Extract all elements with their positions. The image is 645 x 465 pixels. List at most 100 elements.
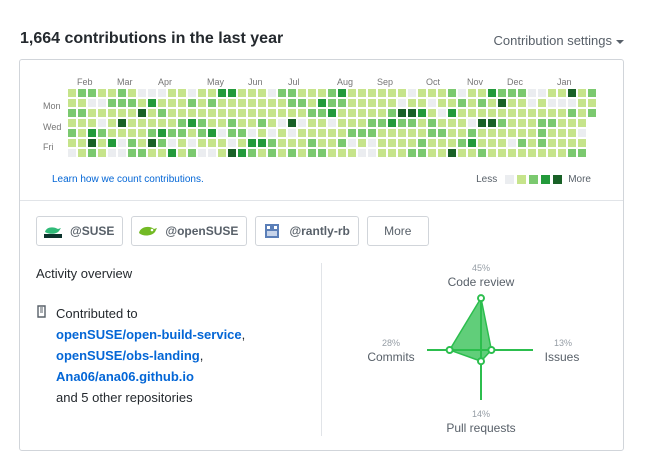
contribution-day[interactable] [268,99,276,107]
contribution-day[interactable] [508,139,516,147]
contribution-day[interactable] [448,109,456,117]
contribution-day[interactable] [518,99,526,107]
contribution-day[interactable] [388,149,396,157]
contribution-day[interactable] [68,99,76,107]
contribution-day[interactable] [178,99,186,107]
contribution-day[interactable] [558,89,566,97]
contribution-day[interactable] [278,109,286,117]
contribution-day[interactable] [398,139,406,147]
contribution-day[interactable] [558,99,566,107]
contribution-day[interactable] [408,89,416,97]
contribution-day[interactable] [178,109,186,117]
contribution-day[interactable] [398,99,406,107]
contribution-day[interactable] [548,129,556,137]
contribution-day[interactable] [128,139,136,147]
contribution-day[interactable] [168,139,176,147]
contribution-day[interactable] [328,149,336,157]
contribution-day[interactable] [188,129,196,137]
contribution-day[interactable] [128,89,136,97]
contribution-day[interactable] [328,109,336,117]
contribution-day[interactable] [378,119,386,127]
contribution-day[interactable] [318,109,326,117]
contribution-day[interactable] [328,89,336,97]
contribution-day[interactable] [358,149,366,157]
contribution-day[interactable] [308,99,316,107]
contribution-day[interactable] [228,149,236,157]
contribution-day[interactable] [388,119,396,127]
contribution-day[interactable] [378,139,386,147]
contribution-day[interactable] [498,99,506,107]
contribution-day[interactable] [158,139,166,147]
contribution-day[interactable] [148,119,156,127]
contribution-day[interactable] [118,119,126,127]
contribution-day[interactable] [178,119,186,127]
contribution-day[interactable] [518,129,526,137]
contribution-day[interactable] [158,99,166,107]
contribution-day[interactable] [108,139,116,147]
contribution-day[interactable] [78,109,86,117]
contribution-day[interactable] [498,149,506,157]
contribution-day[interactable] [448,99,456,107]
contribution-day[interactable] [448,139,456,147]
contribution-day[interactable] [78,119,86,127]
contribution-day[interactable] [368,149,376,157]
contribution-day[interactable] [218,139,226,147]
contribution-day[interactable] [88,89,96,97]
contribution-day[interactable] [538,89,546,97]
contribution-day[interactable] [418,129,426,137]
contribution-day[interactable] [248,89,256,97]
contribution-day[interactable] [468,129,476,137]
contribution-day[interactable] [378,99,386,107]
contribution-day[interactable] [198,139,206,147]
contribution-day[interactable] [248,99,256,107]
contribution-day[interactable] [98,139,106,147]
contribution-day[interactable] [98,89,106,97]
contribution-day[interactable] [108,89,116,97]
repo-link[interactable]: Ana06/ana06.github.io [56,369,194,384]
contribution-day[interactable] [238,129,246,137]
contribution-day[interactable] [398,89,406,97]
contribution-day[interactable] [108,99,116,107]
contribution-day[interactable] [498,109,506,117]
contribution-day[interactable] [528,89,536,97]
contribution-day[interactable] [378,89,386,97]
contribution-day[interactable] [68,89,76,97]
contribution-day[interactable] [278,139,286,147]
contribution-day[interactable] [248,109,256,117]
contribution-day[interactable] [168,129,176,137]
contribution-day[interactable] [578,99,586,107]
contribution-day[interactable] [478,89,486,97]
contribution-day[interactable] [448,129,456,137]
contribution-day[interactable] [518,89,526,97]
contribution-day[interactable] [168,119,176,127]
contribution-day[interactable] [308,129,316,137]
contribution-day[interactable] [258,119,266,127]
contribution-day[interactable] [348,109,356,117]
contribution-day[interactable] [508,109,516,117]
contribution-day[interactable] [408,129,416,137]
contribution-day[interactable] [528,129,536,137]
contribution-day[interactable] [498,89,506,97]
contribution-day[interactable] [418,149,426,157]
contribution-day[interactable] [128,129,136,137]
contribution-day[interactable] [398,129,406,137]
contribution-day[interactable] [308,149,316,157]
contribution-day[interactable] [568,89,576,97]
contribution-day[interactable] [518,139,526,147]
contribution-day[interactable] [218,89,226,97]
contribution-day[interactable] [178,149,186,157]
contribution-day[interactable] [108,119,116,127]
contribution-day[interactable] [318,129,326,137]
contribution-day[interactable] [268,149,276,157]
contribution-day[interactable] [158,89,166,97]
contribution-day[interactable] [318,139,326,147]
contribution-day[interactable] [128,119,136,127]
contribution-day[interactable] [568,109,576,117]
contribution-day[interactable] [418,139,426,147]
contribution-day[interactable] [318,149,326,157]
repo-link[interactable]: openSUSE/open-build-service [56,327,242,342]
contribution-day[interactable] [118,149,126,157]
contribution-day[interactable] [108,149,116,157]
contribution-day[interactable] [508,119,516,127]
contribution-day[interactable] [498,139,506,147]
